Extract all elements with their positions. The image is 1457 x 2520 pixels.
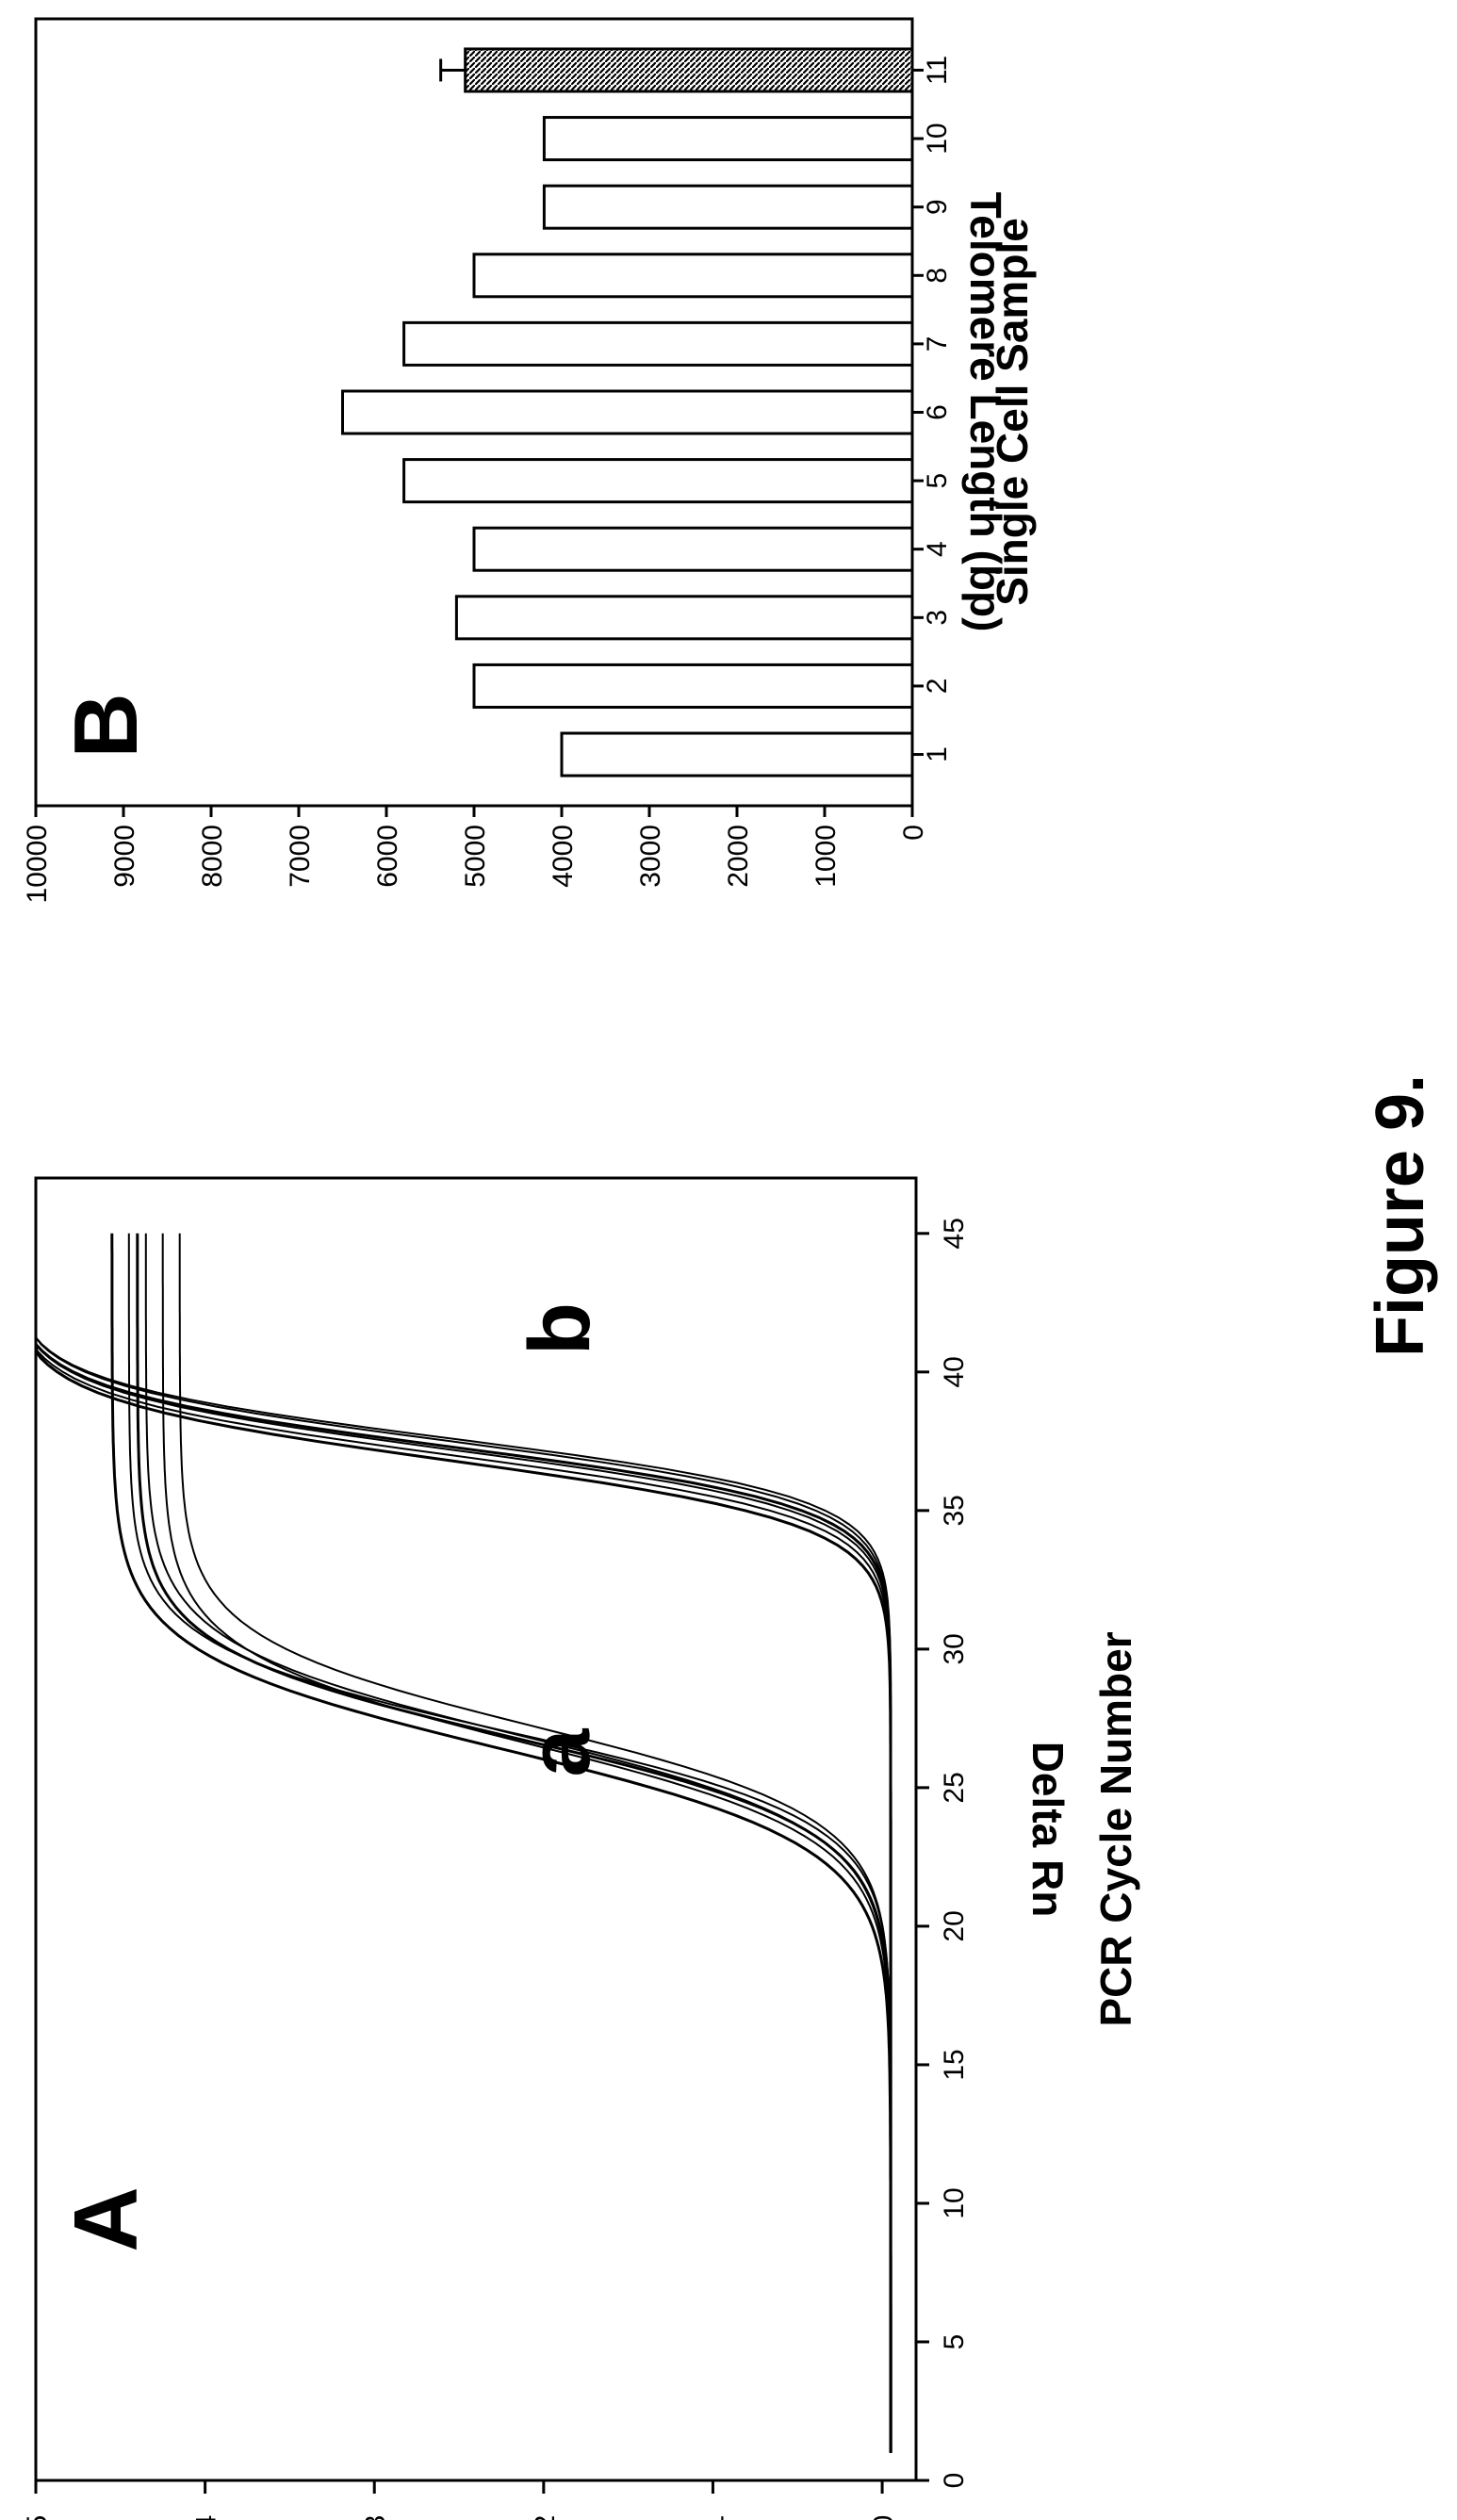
panel-a-xtick-label: 40 [939, 1356, 970, 1387]
panel-b-chart: 0 1000 2000 3000 4000 5000 6000 7000 8000 9000 100… [22, 17, 1037, 903]
panel-a-xtick-label: 0 [939, 2473, 970, 2489]
panel-a-x-axis: 0 5 10 15 20 25 30 35 40 45 [916, 1218, 970, 2488]
panel-a-ytick-label: 0 [868, 2515, 899, 2520]
panel-a-xtick-label: 20 [939, 1910, 970, 1941]
panel-b-ytick-label: 8000 [197, 825, 228, 888]
panel-b-bar [542, 184, 914, 230]
panel-b-xtick-label: 1 [922, 746, 953, 762]
panel-b-xtick-label: 3 [922, 610, 953, 626]
curve-group-a-label: a [512, 1728, 608, 1777]
panel-b-ytick-label: 0 [898, 825, 929, 841]
panel-b-bar [560, 731, 914, 777]
panel-b-x-axis: 1 2 3 4 5 6 7 8 9 10 11 [912, 56, 953, 762]
panel-b-bar [341, 389, 914, 435]
panel-a-plot-frame [34, 1176, 918, 2482]
panel-b-bars [341, 47, 914, 777]
panel-b-y-axis-title: Telomere Length (bp) [961, 192, 1010, 632]
figure-label: Figure 9. [1363, 1074, 1438, 1357]
panel-b-bar [402, 458, 914, 504]
panel-b-bar [402, 320, 914, 367]
panel-b-bar [472, 526, 914, 572]
panel-b-xtick-label: 9 [922, 199, 953, 215]
panel-b-xtick-label: 4 [922, 541, 953, 557]
panel-b-bar [542, 116, 914, 162]
panel-b-bar [472, 663, 914, 709]
panel-a-ytick-label: 3 [360, 2515, 391, 2520]
panel-b-bar [464, 47, 914, 93]
panel-a-xtick-label: 5 [939, 2334, 970, 2350]
panel-a-ytick-label: 2 [530, 2515, 561, 2520]
panel-b-x-axis-title: Single Cell Sample [988, 218, 1037, 606]
panel-a-xtick-label: 15 [939, 2049, 970, 2080]
panel-b-ytick-label: 5000 [460, 825, 491, 888]
panel-a-y-axis: 0 1 2 3 4 5 [22, 2480, 899, 2520]
panel-b-xtick-label: 7 [922, 336, 953, 352]
panel-b-ytick-label: 2000 [723, 825, 754, 888]
panel-b-y-axis: 0 1000 2000 3000 4000 5000 6000 7000 8000 9000 100… [22, 806, 929, 903]
panel-b-xtick-label: 10 [922, 123, 953, 154]
panel-a-curve-a [144, 1233, 892, 2453]
panel-a-curve-b [35, 1233, 892, 2453]
panel-a-curve-a [136, 1233, 892, 2453]
panel-a-ytick-label: 5 [22, 2515, 53, 2520]
panel-b-xtick-label: 8 [922, 268, 953, 284]
panel-a-xtick-label: 30 [939, 1633, 970, 1664]
panel-b-ytick-label: 7000 [285, 825, 316, 888]
panel-b-xtick-label: 2 [922, 679, 953, 695]
panel-b-label: B [56, 693, 156, 758]
panel-b-ytick-label: 10000 [22, 825, 53, 903]
panel-a-amplification-curves [34, 1233, 892, 2453]
panel-a-label: A [56, 2186, 156, 2251]
panel-a-y-axis-title: Delta Rn [1023, 1742, 1072, 1918]
panel-a-xtick-label: 45 [939, 1218, 970, 1249]
panel-b-xtick-label: 11 [922, 56, 953, 85]
panel-b-ytick-label: 4000 [548, 825, 579, 888]
panel-b-ytick-label: 1000 [810, 825, 842, 888]
panel-b-xtick-label: 6 [922, 404, 953, 420]
curve-group-b-label: b [512, 1302, 608, 1355]
panel-b-bar [472, 253, 914, 299]
panel-a-xtick-label: 10 [939, 2187, 970, 2218]
panel-b-ytick-label: 6000 [372, 825, 403, 888]
panel-a-x-axis-title: PCR Cycle Number [1091, 1631, 1140, 2026]
panel-b-xtick-label: 5 [922, 473, 953, 489]
panel-a-xtick-label: 35 [939, 1495, 970, 1526]
panel-a-ytick-label: 4 [191, 2515, 222, 2520]
panel-b-ytick-label: 3000 [635, 825, 666, 888]
panel-a-ytick-label: 1 [698, 2515, 729, 2520]
panel-b-ytick-label: 9000 [109, 825, 140, 888]
panel-b-bar [454, 595, 914, 641]
panel-a-xtick-label: 25 [939, 1772, 970, 1803]
